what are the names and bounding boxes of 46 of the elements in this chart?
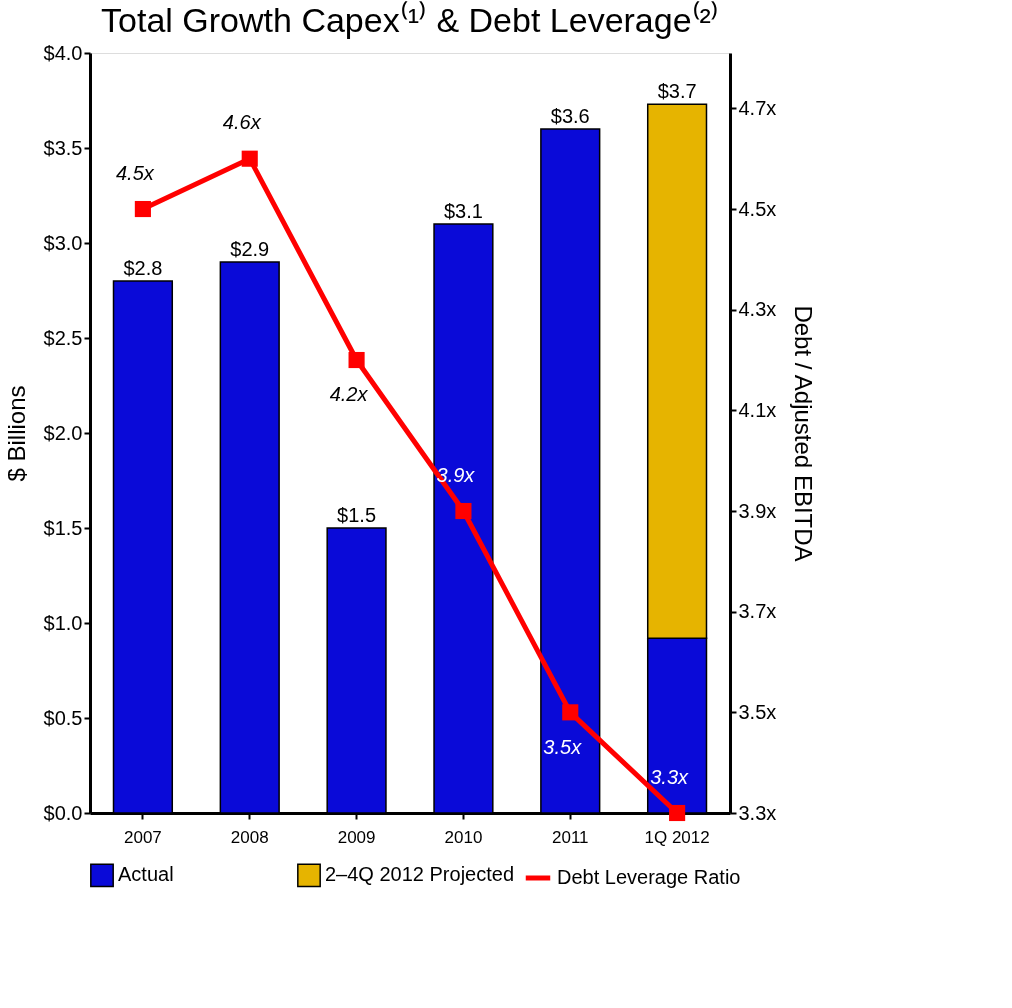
legend-label: Debt Leverage Ratio <box>557 866 741 888</box>
x-tick-label: 1Q 2012 <box>644 827 710 847</box>
point <box>669 804 686 822</box>
x-tick-label: 2011 <box>551 827 589 847</box>
total-label: $3.1 <box>443 200 483 222</box>
y2-tick-label: 4.1x <box>738 398 777 421</box>
y-tick-label: $1.0 <box>43 611 83 634</box>
legend-label: 2–4Q 2012 Projected <box>325 863 515 886</box>
y-tick-label: $2.5 <box>43 326 83 349</box>
point <box>348 351 365 369</box>
y2-tick-label: 4.5x <box>738 197 777 220</box>
y2-tick-label: 3.7x <box>738 600 777 623</box>
x-tick-label: 2007 <box>123 827 162 847</box>
data-label: 4.2x <box>329 383 369 406</box>
x-tick-label: 2008 <box>230 827 269 847</box>
total-label: $3.6 <box>550 105 590 127</box>
data-label: 3.5x <box>543 735 583 758</box>
total-label: $2.8 <box>123 257 163 279</box>
x-tick-label: 2009 <box>337 827 376 847</box>
y-tick-label: $3.0 <box>43 231 83 254</box>
y-tick-label: $2.0 <box>43 421 83 444</box>
legend-label: Actual <box>118 863 174 886</box>
y-tick-label: $4.0 <box>43 41 83 64</box>
point <box>134 200 151 218</box>
data-label: 4.6x <box>222 111 262 134</box>
point <box>562 704 579 721</box>
y2-tick-label: 3.3x <box>738 801 777 824</box>
y2-axis-title: Debt / Adjusted EBITDA <box>790 305 818 562</box>
point <box>455 502 472 520</box>
y-tick-label: $1.5 <box>43 516 83 539</box>
total-label: $1.5 <box>337 504 377 526</box>
y2-tick-label: 4.3x <box>738 298 777 321</box>
y-tick-label: $0.5 <box>43 706 83 729</box>
total-label: $3.7 <box>657 80 697 103</box>
y-axis-title: $ Billions <box>2 385 30 482</box>
y-tick-label: $3.5 <box>43 136 83 159</box>
y2-tick-label: 4.7x <box>738 96 777 119</box>
data-label: 3.3x <box>650 765 690 788</box>
y-tick-label: $0.0 <box>43 801 83 824</box>
total-label: $2.9 <box>230 238 270 260</box>
chart-title: Total Growth Capex⁽¹⁾ & Debt Leverage⁽²⁾ <box>101 1 719 39</box>
x-tick-label: 2010 <box>444 827 483 847</box>
point <box>241 150 258 167</box>
y2-tick-label: 3.5x <box>738 700 777 723</box>
data-label: 4.5x <box>115 161 155 184</box>
y2-tick-label: 3.9x <box>738 499 777 522</box>
